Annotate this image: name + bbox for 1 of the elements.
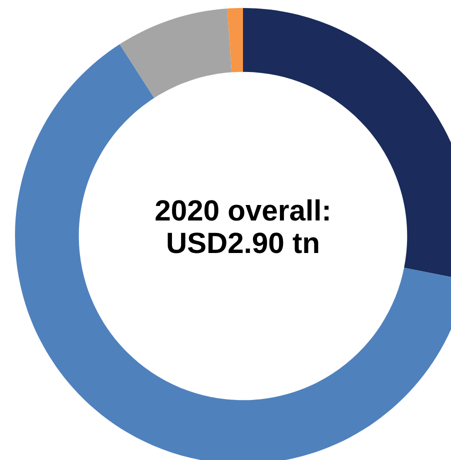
- text: 2020 overall: USD2.90 tn: [156, 199, 329, 254]
